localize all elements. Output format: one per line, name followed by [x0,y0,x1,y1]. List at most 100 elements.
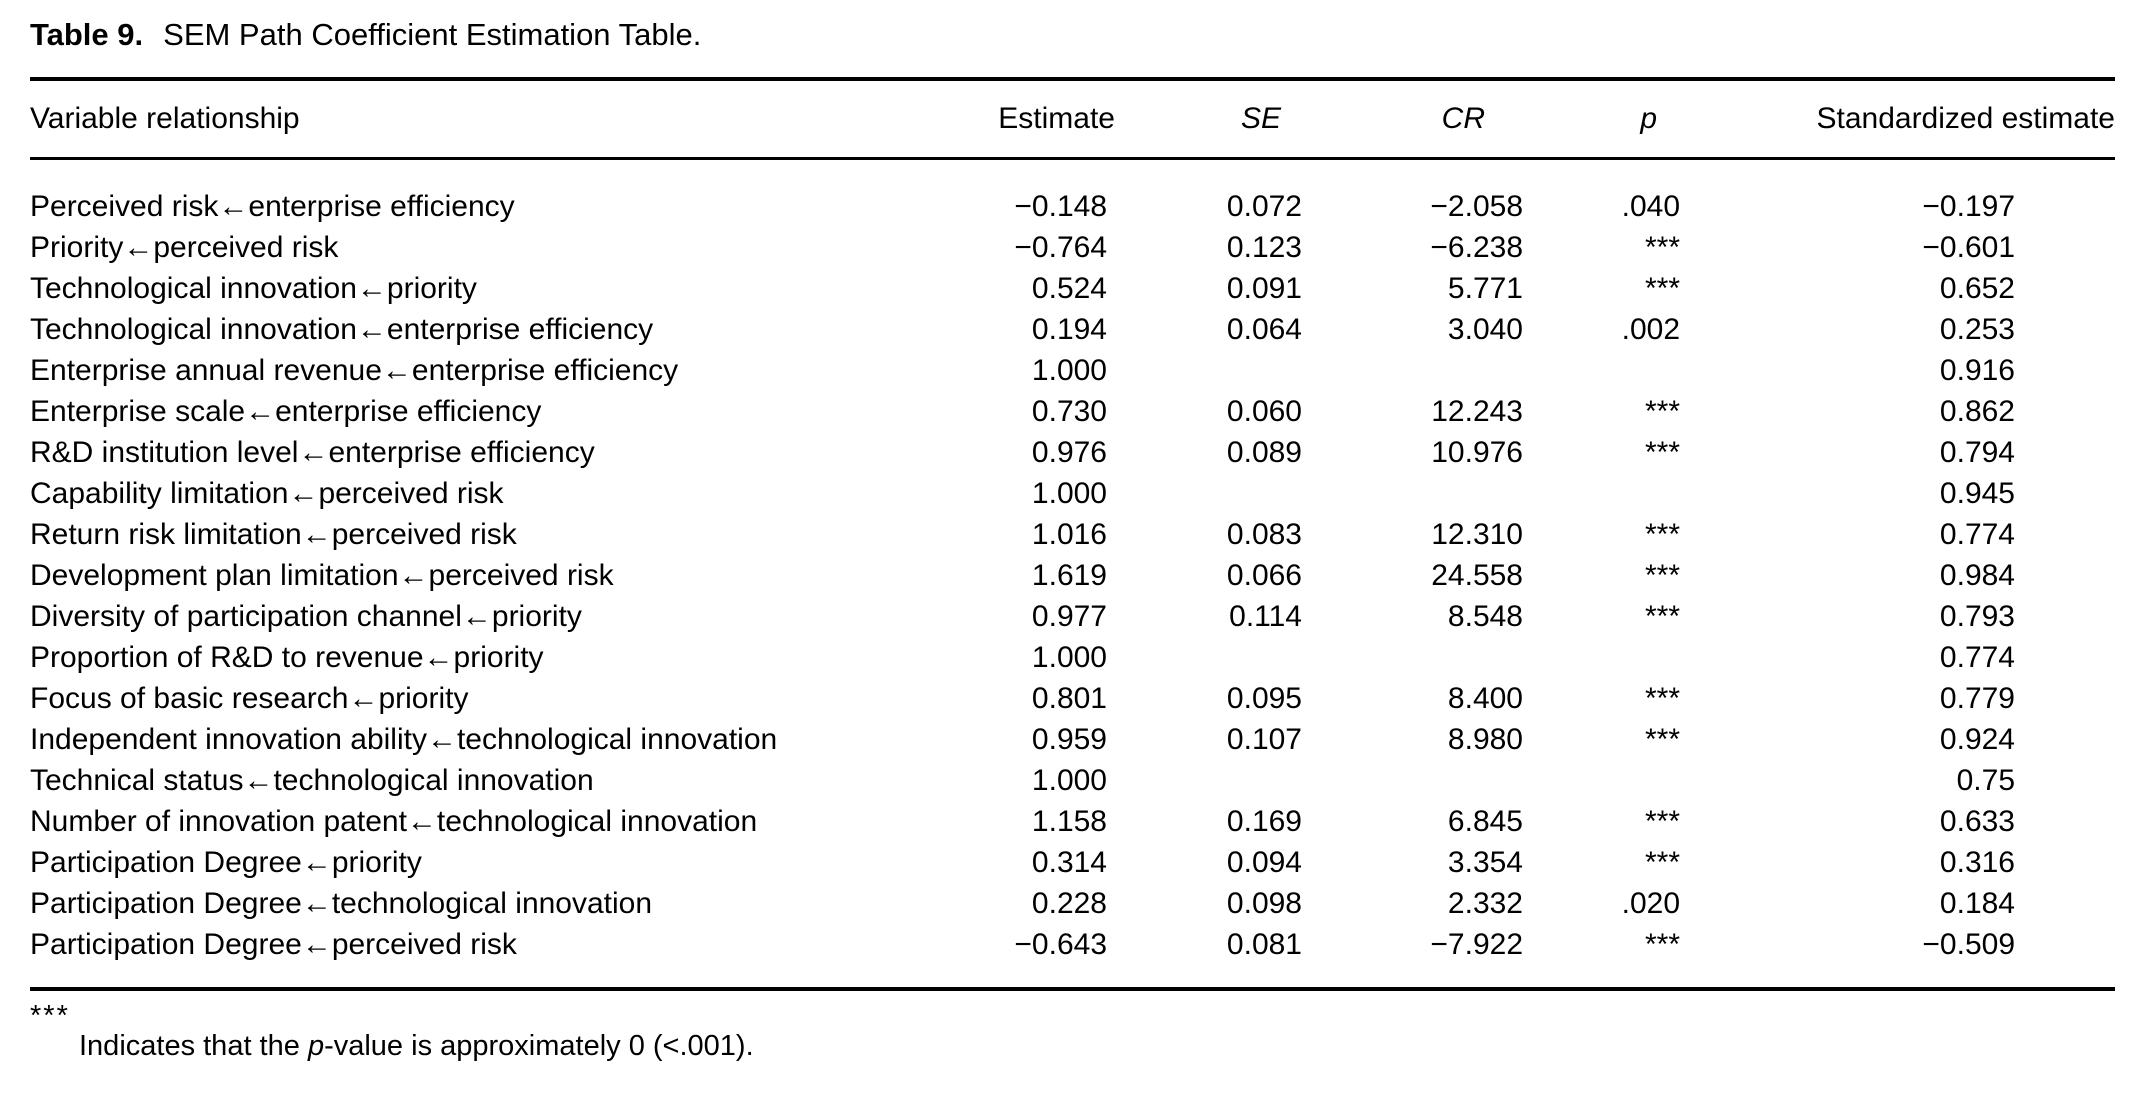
table-caption-label: Table 9. [30,17,144,52]
cell-standardized-estimate: −0.601 [1922,231,2015,264]
footnote-text-segment: Indicates that the [79,1030,308,1062]
table-row: Priority←perceived risk −0.764 0.123 −6.… [30,227,2115,268]
cell-estimate: 0.314 [1031,846,1107,879]
cell-cr [1305,350,1523,391]
cell-se: 0.107 [1226,723,1302,756]
table-row: Technological innovation←enterprise effi… [30,309,2115,350]
cell-estimate: 0.977 [1031,600,1107,633]
cell-estimate: 0.959 [1031,723,1107,756]
table-row: Focus of basic research←priority 0.801 0… [30,678,2115,719]
cell-estimate: 1.000 [1031,477,1107,510]
cell-estimate: −0.148 [1014,190,1107,223]
cell-standardized-estimate: −0.509 [1922,928,2015,961]
cell-variable-relationship: Enterprise annual revenue←enterprise eff… [30,354,679,387]
cell-se: 0.083 [1226,518,1302,551]
cell-standardized-estimate: 0.253 [1939,313,2015,346]
cell-standardized-estimate: 0.774 [1939,518,2015,551]
table-row: Perceived risk←enterprise efficiency −0.… [30,159,2115,228]
cell-p: .020 [1621,887,1680,920]
col-header-cr: CR [1305,79,1523,160]
cell-standardized-estimate: 0.75 [1956,764,2015,797]
cell-cr: 12.243 [1431,395,1523,428]
cell-variable-relationship: Proportion of R&D to revenue←priority [30,641,544,674]
cell-cr: 2.332 [1447,887,1523,920]
cell-p: *** [1644,231,1680,264]
cell-se: 0.089 [1226,436,1302,469]
cell-variable-relationship: Development plan limitation←perceived ri… [30,559,614,592]
cell-variable-relationship: Perceived risk←enterprise efficiency [30,190,515,223]
table-row: Independent innovation ability←technolog… [30,719,2115,760]
cell-cr: −2.058 [1430,190,1523,223]
cell-p: *** [1644,600,1680,633]
cell-cr [1305,473,1523,514]
cell-estimate: 0.976 [1031,436,1107,469]
cell-p: *** [1644,272,1680,305]
cell-standardized-estimate: −0.197 [1922,190,2015,223]
table-row: Enterprise annual revenue←enterprise eff… [30,350,2115,391]
cell-variable-relationship: Priority←perceived risk [30,231,339,264]
table-row: Capability limitation←perceived risk 1.0… [30,473,2115,514]
footnote-text-segment: -value is approximately 0 (<.001). [324,1030,754,1062]
cell-estimate: −0.643 [1014,928,1107,961]
cell-se: 0.066 [1226,559,1302,592]
cell-standardized-estimate: 0.862 [1939,395,2015,428]
col-header-se: SE [1115,79,1305,160]
cell-cr [1305,760,1523,801]
cell-variable-relationship: Focus of basic research←priority [30,682,469,715]
table-caption: Table 9. SEM Path Coefficient Estimation … [30,0,2115,54]
cell-variable-relationship: Technical status←technological innovatio… [30,764,594,797]
cell-standardized-estimate: 0.945 [1939,477,2015,510]
cell-se: 0.081 [1226,928,1302,961]
cell-cr: 8.980 [1447,723,1523,756]
cell-estimate: 0.194 [1031,313,1107,346]
cell-p: *** [1644,723,1680,756]
cell-variable-relationship: R&D institution level←enterprise efficie… [30,436,595,469]
cell-p: .002 [1621,313,1680,346]
cell-standardized-estimate: 0.924 [1939,723,2015,756]
table-row: Return risk limitation←perceived risk 1.… [30,514,2115,555]
cell-variable-relationship: Number of innovation patent←technologica… [30,805,758,838]
table-footnote: *** Indicates that the p-value is approx… [30,1002,2115,1063]
table-row: R&D institution level←enterprise efficie… [30,432,2115,473]
cell-cr: 5.771 [1447,272,1523,305]
cell-variable-relationship: Return risk limitation←perceived risk [30,518,517,551]
cell-estimate: 1.000 [1031,641,1107,674]
cell-se [1115,637,1305,678]
col-header-standardized-estimate: Standardized estimate [1680,79,2115,160]
cell-se: 0.114 [1229,600,1302,633]
cell-variable-relationship: Enterprise scale←enterprise efficiency [30,395,542,428]
cell-estimate: 1.000 [1031,764,1107,797]
cell-p: *** [1644,846,1680,879]
cell-se [1115,473,1305,514]
cell-p: *** [1644,682,1680,715]
cell-standardized-estimate: 0.774 [1939,641,2015,674]
cell-se: 0.064 [1226,313,1302,346]
cell-se [1115,350,1305,391]
cell-variable-relationship: Participation Degree←technological innov… [30,887,653,920]
cell-cr: 8.548 [1447,600,1523,633]
table-row: Participation Degree←technological innov… [30,883,2115,924]
cell-variable-relationship: Independent innovation ability←technolog… [30,723,778,756]
cell-cr: 8.400 [1447,682,1523,715]
footnote-text: Indicates that the p-value is approximat… [79,1029,2115,1063]
cell-se: 0.091 [1226,272,1302,305]
cell-variable-relationship: Technological innovation←enterprise effi… [30,313,654,346]
col-header-variable-relationship: Variable relationship [30,79,960,160]
cell-p: *** [1644,559,1680,592]
cell-cr: 10.976 [1431,436,1523,469]
cell-estimate: −0.764 [1014,231,1107,264]
cell-p: .040 [1621,190,1680,223]
col-header-p: p [1523,79,1680,160]
cell-se: 0.094 [1226,846,1302,879]
cell-estimate: 0.228 [1031,887,1107,920]
table-row: Enterprise scale←enterprise efficiency 0… [30,391,2115,432]
cell-p: *** [1644,395,1680,428]
cell-variable-relationship: Participation Degree←priority [30,846,422,879]
cell-estimate: 0.524 [1031,272,1107,305]
cell-standardized-estimate: 0.633 [1939,805,2015,838]
table-row: Participation Degree←priority 0.314 0.09… [30,842,2115,883]
cell-se: 0.169 [1226,805,1302,838]
table-row: Development plan limitation←perceived ri… [30,555,2115,596]
cell-variable-relationship: Diversity of participation channel←prior… [30,600,582,633]
cell-se [1115,760,1305,801]
